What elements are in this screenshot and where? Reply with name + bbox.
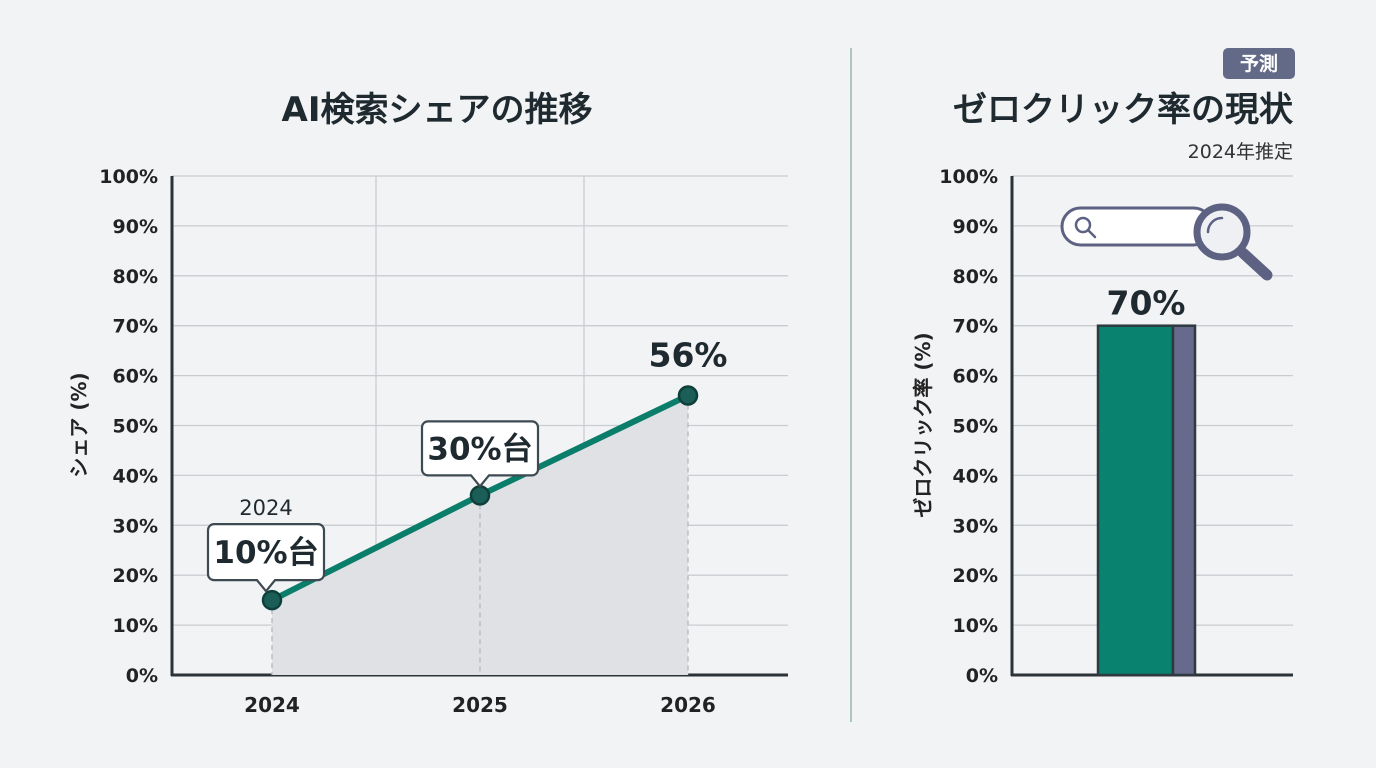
right-y-tick: 40%: [953, 465, 998, 487]
left-y-tick: 30%: [113, 515, 158, 537]
callout-label: 10%台: [213, 535, 318, 571]
left-x-tick: 2024: [244, 693, 300, 717]
left-data-point: [261, 589, 283, 611]
left-y-tick: 50%: [113, 416, 158, 438]
left-y-tick: 0%: [126, 665, 158, 687]
right-y-tick: 100%: [939, 166, 998, 188]
left-y-tick: 90%: [113, 216, 158, 238]
left-x-tick: 2026: [660, 693, 716, 717]
left-x-tick: 2025: [452, 693, 508, 717]
left-chart-title: AI検索シェアの推移: [282, 90, 593, 130]
left-y-tick: 20%: [113, 565, 158, 587]
right-y-ticks: 0% 10% 20% 30% 40% 50% 60% 70% 80% 90% 100%: [939, 166, 998, 687]
bar-value-label: 70%: [1107, 284, 1186, 323]
left-data-point: [469, 485, 491, 506]
callout-box: [206, 523, 326, 593]
search-bar-icon: [1060, 206, 1214, 247]
left-y-tick: 100%: [99, 166, 158, 188]
left-y-ticks: 0% 10% 20% 30% 40% 50% 60% 70% 80% 90% 100%: [99, 166, 158, 687]
data-label-2026: 56%: [649, 336, 728, 375]
left-y-tick: 70%: [113, 316, 158, 338]
right-chart-subtitle: 2024年推定: [1188, 141, 1293, 163]
right-y-tick: 60%: [953, 366, 998, 388]
right-y-tick: 50%: [953, 416, 998, 438]
callout-pre-label: 2024: [239, 496, 292, 520]
left-series: [261, 385, 699, 611]
magnifier-icon: [1193, 203, 1273, 281]
right-y-tick: 70%: [953, 316, 998, 338]
left-y-tick: 60%: [113, 366, 158, 388]
right-bars: 70%: [1096, 284, 1197, 677]
right-y-tick: 90%: [953, 216, 998, 238]
left-data-point: [677, 385, 699, 406]
callout-box: [420, 420, 540, 489]
left-x-ticks: 2024 2025 2026: [244, 693, 716, 717]
bar-zero-click: [1096, 324, 1175, 677]
left-y-tick: 80%: [113, 266, 158, 288]
right-y-tick: 0%: [966, 665, 998, 687]
left-y-axis-label: シェア (%): [67, 372, 91, 477]
right-y-tick: 10%: [953, 615, 998, 637]
callout-label: 30%台: [427, 431, 532, 467]
right-y-tick: 20%: [953, 565, 998, 587]
bar-zero-click-side: [1171, 324, 1197, 677]
left-annotations: 10%台 2024 30%台 56%: [206, 336, 728, 593]
right-y-tick: 80%: [953, 266, 998, 288]
zero-click-rate-chart: 予測 ゼロクリック率の現状 2024年推定 ゼロクリック率 (%) 0% 10% 2…: [911, 48, 1295, 687]
forecast-badge-label: 予測: [1240, 52, 1278, 75]
left-y-tick: 40%: [113, 465, 158, 487]
left-y-tick: 10%: [113, 615, 158, 637]
right-chart-title: ゼロクリック率の現状: [953, 90, 1294, 130]
ai-search-share-chart: AI検索シェアの推移 シェア (%) 0% 10% 20% 30% 40% 50% 60% 7…: [67, 90, 788, 717]
right-y-axis-label: ゼロクリック率 (%): [911, 332, 935, 517]
left-area: [271, 395, 689, 675]
right-y-tick: 30%: [953, 515, 998, 537]
forecast-badge: [1223, 48, 1295, 79]
